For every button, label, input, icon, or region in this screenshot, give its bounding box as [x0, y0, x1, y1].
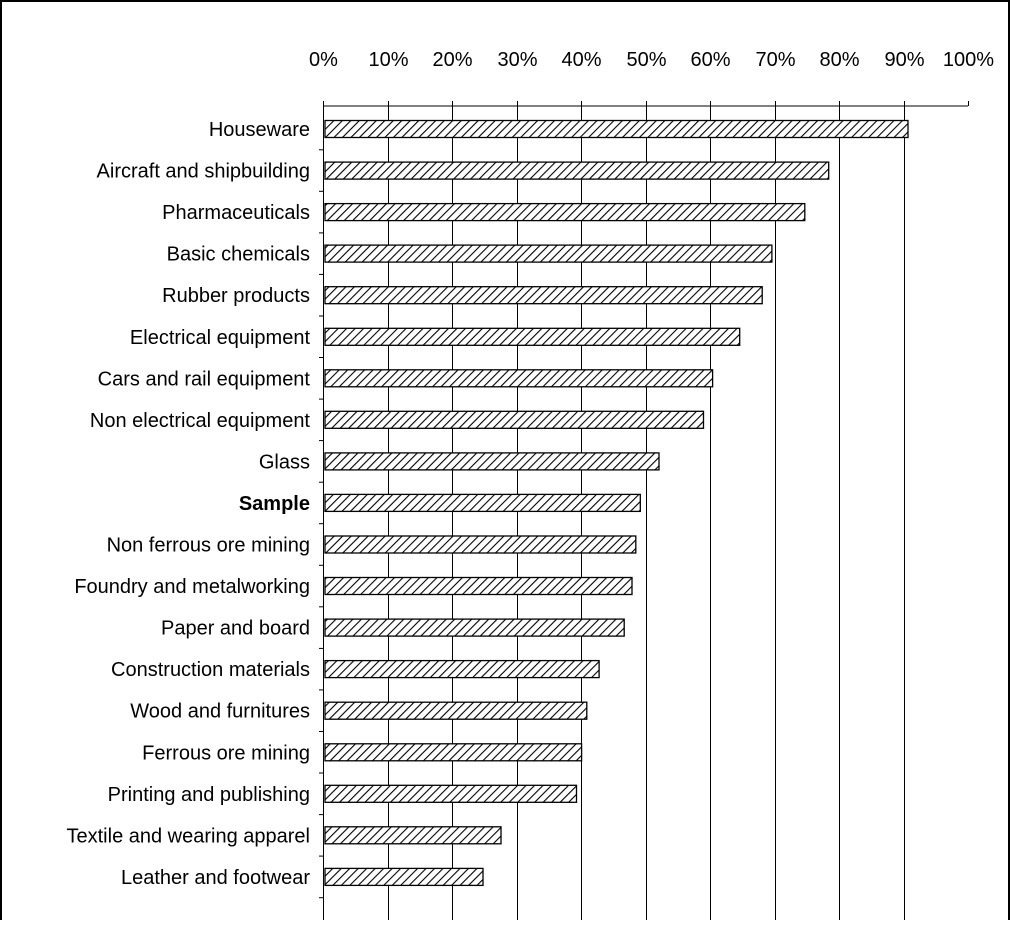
category-label-glass: Glass	[259, 451, 310, 473]
bar-foundry-and-metalworking	[324, 576, 633, 596]
bar-pharmaceuticals	[324, 202, 806, 222]
bar-leather-and-footwear	[324, 867, 484, 887]
category-label-printing-and-publishing: Printing and publishing	[108, 784, 310, 806]
bar-basic-chemicals	[324, 244, 773, 263]
category-label-non-ferrous-ore-mining: Non ferrous ore mining	[107, 535, 310, 557]
category-label-textile-and-wearing-apparel: Textile and wearing apparel	[67, 825, 311, 847]
bar-aircraft-and-shipbuilding	[324, 161, 830, 180]
x-tick-label: 90%	[884, 49, 924, 71]
x-tick-label: 0%	[309, 49, 338, 71]
category-label-electrical-equipment: Electrical equipment	[130, 327, 311, 349]
category-label-ferrous-ore-mining: Ferrous ore mining	[142, 742, 310, 764]
category-label-leather-and-footwear: Leather and footwear	[121, 867, 310, 889]
bar-wood-and-furnitures	[324, 701, 588, 720]
category-label-sample: Sample	[239, 493, 310, 515]
category-labels: Houseware Aircraft and shipbuilding Pharma…	[67, 119, 311, 889]
category-label-construction-materials: Construction materials	[111, 659, 310, 681]
category-label-rubber-products: Rubber products	[162, 285, 310, 307]
bar-construction-materials	[324, 659, 600, 679]
bar-glass	[324, 452, 660, 471]
bar-textile-and-wearing-apparel	[324, 826, 502, 845]
bar-printing-and-publishing	[324, 784, 578, 803]
category-label-houseware: Houseware	[209, 119, 310, 141]
x-tick-label: 60%	[690, 49, 730, 71]
x-tick-label: 50%	[626, 49, 666, 71]
bar-non-electrical-equipment	[324, 410, 705, 429]
grid-lines	[388, 106, 905, 920]
x-tick-label: 100%	[943, 49, 994, 71]
x-tick-label: 80%	[819, 49, 859, 71]
x-tick-label: 30%	[497, 49, 537, 71]
bar-sample	[324, 493, 641, 513]
x-tick-labels: 0% 10% 20% 30% 40% 50% 60% 70% 80% 90% 100%	[309, 49, 994, 71]
bar-electrical-equipment	[324, 327, 741, 346]
category-label-paper-and-board: Paper and board	[161, 618, 310, 640]
category-label-pharmaceuticals: Pharmaceuticals	[162, 202, 310, 224]
x-tick-label: 70%	[755, 49, 795, 71]
bar-rubber-products	[324, 286, 763, 305]
bar-cars-and-rail-equipment	[324, 369, 714, 388]
category-label-aircraft-and-shipbuilding: Aircraft and shipbuilding	[97, 161, 310, 183]
x-tick-label: 20%	[432, 49, 472, 71]
category-label-non-electrical-equipment: Non electrical equipment	[90, 410, 311, 432]
bar-houseware	[324, 119, 909, 139]
category-label-wood-and-furnitures: Wood and furnitures	[130, 701, 310, 723]
bar-paper-and-board	[324, 618, 625, 637]
x-axis	[319, 101, 969, 920]
x-tick-label: 10%	[368, 49, 408, 71]
bar-non-ferrous-ore-mining	[324, 535, 637, 554]
category-label-foundry-and-metalworking: Foundry and metalworking	[74, 576, 310, 598]
bars	[324, 119, 909, 887]
category-label-basic-chemicals: Basic chemicals	[167, 244, 310, 266]
bar-ferrous-ore-mining	[324, 743, 583, 762]
x-tick-label: 40%	[561, 49, 601, 71]
category-label-cars-and-rail-equipment: Cars and rail equipment	[98, 368, 311, 390]
